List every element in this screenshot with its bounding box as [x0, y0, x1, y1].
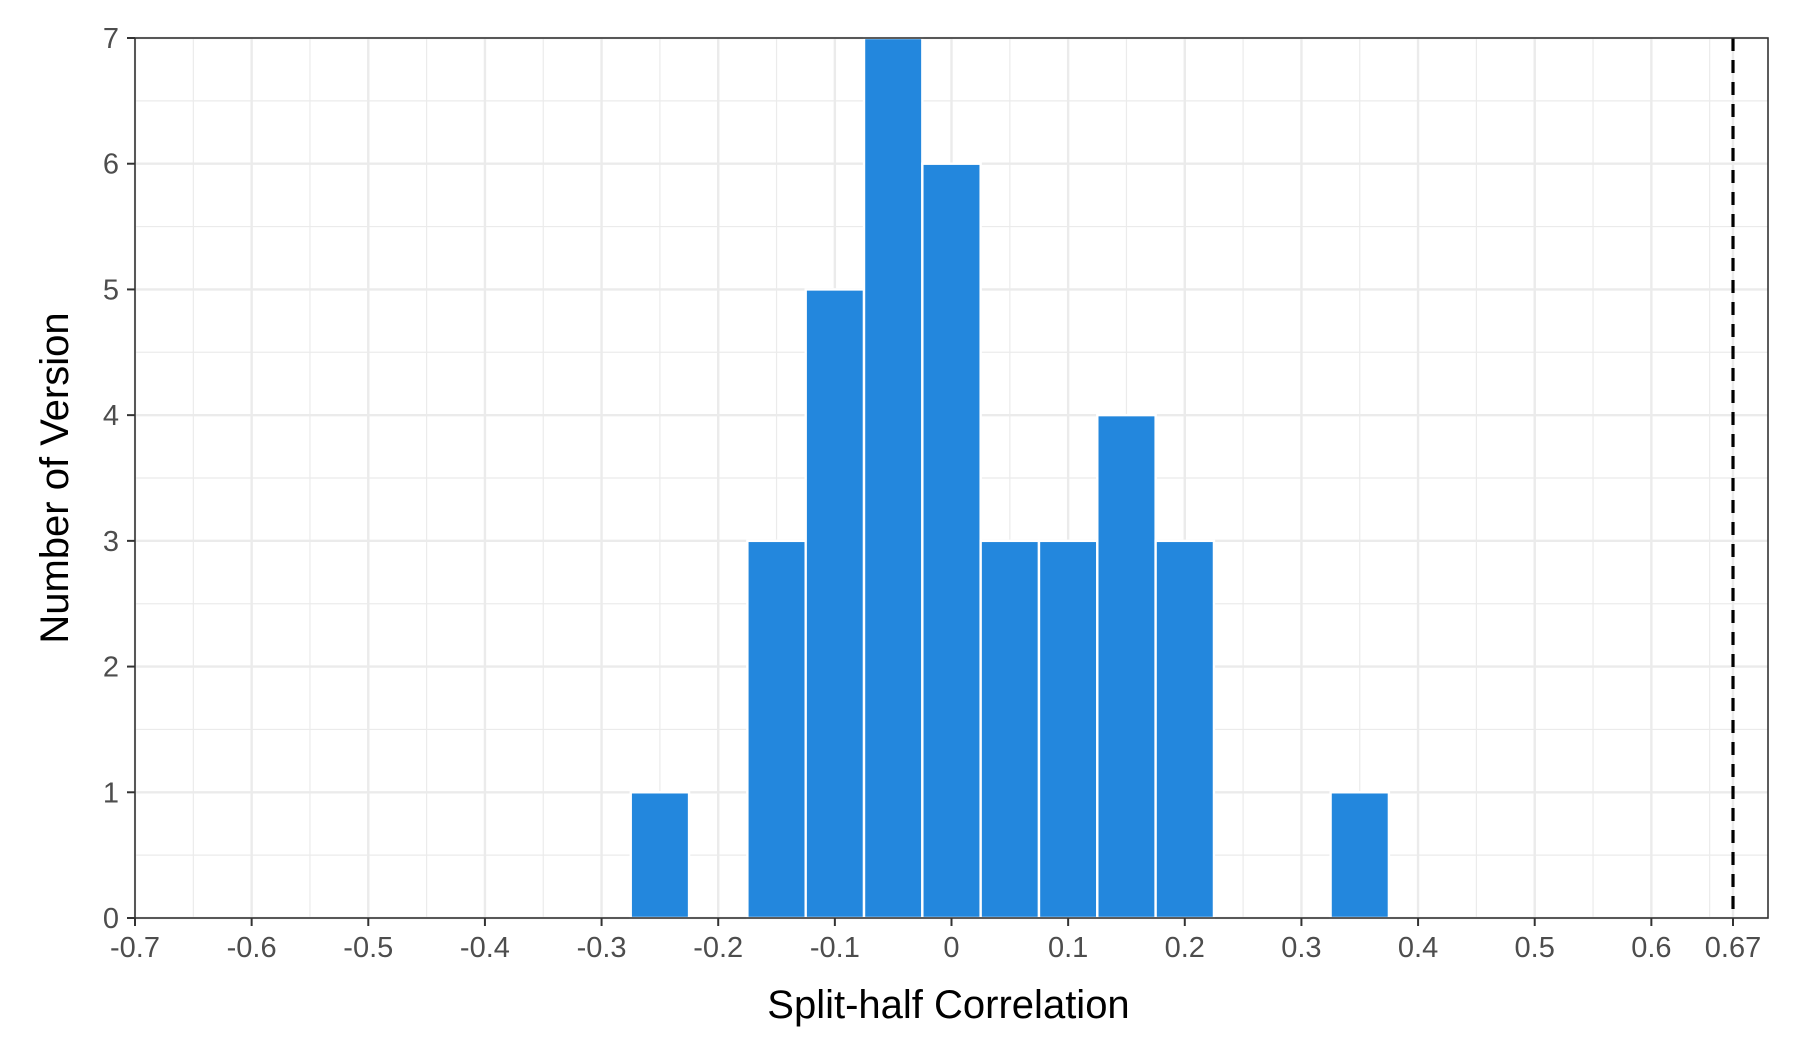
- x-tick-label: 0.2: [1165, 932, 1205, 964]
- x-tick-label: -0.2: [693, 932, 743, 964]
- x-tick-label: 0.5: [1515, 932, 1555, 964]
- histogram-bars: [629, 36, 1391, 920]
- x-axis: -0.7 -0.6 -0.5 -0.4 -0.3 -0.2 -0.1 0 0.1 0.2 0.3 0.…: [110, 918, 1761, 964]
- x-tick-label: 0.4: [1398, 932, 1438, 964]
- x-tick-label: -0.3: [577, 932, 627, 964]
- y-axis: 0 1 2 3 4 5 6 7: [103, 23, 135, 935]
- y-tick-label: 2: [103, 652, 119, 684]
- x-tick-label: 0.1: [1048, 932, 1088, 964]
- x-tick-label: -0.5: [343, 932, 393, 964]
- x-tick-label: 0.67: [1705, 932, 1761, 964]
- y-tick-label: 4: [103, 400, 119, 432]
- histogram-bar: [862, 36, 924, 920]
- y-tick-label: 5: [103, 274, 119, 306]
- x-tick-label: -0.6: [227, 932, 277, 964]
- y-tick-label: 1: [103, 777, 119, 809]
- x-tick-label: 0: [943, 932, 959, 964]
- x-tick-label: -0.7: [110, 932, 160, 964]
- y-tick-label: 3: [103, 526, 119, 558]
- x-tick-label: -0.4: [460, 932, 510, 964]
- histogram-bar: [629, 791, 691, 920]
- x-axis-title: Split-half Correlation: [767, 983, 1129, 1027]
- y-axis-title: Number of Version: [33, 312, 77, 643]
- histogram-bar: [1154, 539, 1216, 920]
- histogram-bar: [1329, 791, 1391, 920]
- histogram-bar: [921, 162, 982, 920]
- y-tick-label: 6: [103, 149, 119, 181]
- x-tick-label: -0.1: [810, 932, 860, 964]
- histogram-bar: [746, 539, 807, 920]
- x-tick-label: 0.3: [1281, 932, 1321, 964]
- histogram-bar: [979, 539, 1041, 920]
- y-tick-label: 0: [103, 903, 119, 935]
- y-tick-label: 7: [103, 23, 119, 55]
- histogram-bar: [1096, 413, 1157, 920]
- histogram-bar: [804, 288, 866, 920]
- histogram-bar: [1037, 539, 1099, 920]
- x-tick-label: 0.6: [1631, 932, 1671, 964]
